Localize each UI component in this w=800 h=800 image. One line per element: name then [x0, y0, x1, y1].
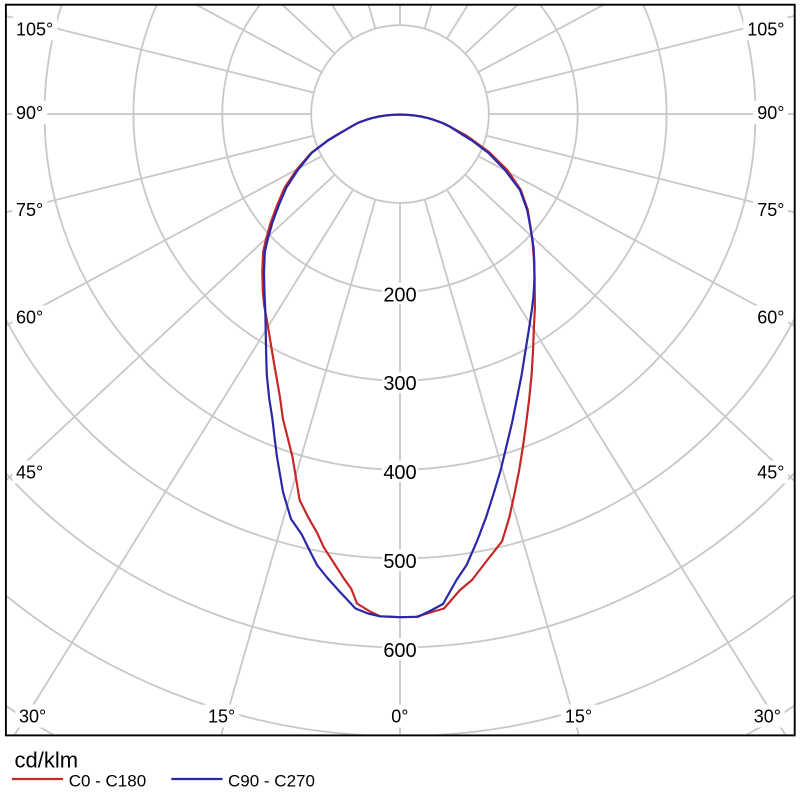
svg-text:60°: 60° [757, 308, 784, 328]
svg-text:105°: 105° [16, 19, 53, 39]
svg-text:75°: 75° [757, 200, 784, 220]
svg-text:300: 300 [383, 373, 416, 395]
svg-text:15°: 15° [565, 707, 592, 727]
svg-text:C90 - C270: C90 - C270 [228, 772, 315, 791]
svg-text:200: 200 [383, 284, 416, 306]
svg-text:0°: 0° [391, 707, 408, 727]
svg-text:90°: 90° [757, 103, 784, 123]
svg-text:cd/klm: cd/klm [15, 748, 79, 773]
svg-text:45°: 45° [757, 463, 784, 483]
svg-text:60°: 60° [16, 308, 43, 328]
svg-text:90°: 90° [16, 103, 43, 123]
svg-text:15°: 15° [208, 707, 235, 727]
svg-text:45°: 45° [16, 463, 43, 483]
svg-text:600: 600 [383, 640, 416, 662]
svg-text:C0 - C180: C0 - C180 [69, 772, 146, 791]
svg-text:105°: 105° [747, 19, 784, 39]
svg-text:400: 400 [383, 462, 416, 484]
svg-text:30°: 30° [19, 707, 46, 727]
svg-text:500: 500 [383, 551, 416, 573]
svg-text:75°: 75° [16, 200, 43, 220]
svg-text:30°: 30° [754, 707, 781, 727]
